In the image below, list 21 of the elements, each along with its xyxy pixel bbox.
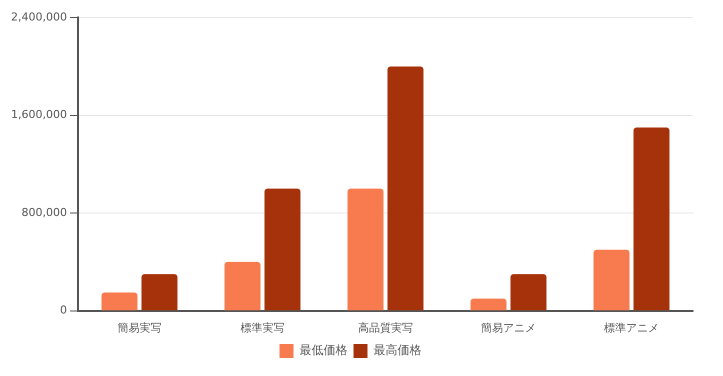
bar xyxy=(510,274,546,310)
x-tick-label: 簡易実写 xyxy=(117,321,162,334)
legend-label: 最高価格 xyxy=(374,343,422,358)
y-tick-label: 800,000 xyxy=(21,206,67,219)
bar xyxy=(470,298,506,310)
x-tick-label: 標準アニメ xyxy=(604,321,659,334)
y-tick-label: 0 xyxy=(60,304,67,317)
bar xyxy=(387,66,424,310)
bar xyxy=(264,188,300,310)
legend-label: 最低価格 xyxy=(300,343,348,358)
y-tick-label: 1,600,000 xyxy=(11,108,67,122)
y-tick-label: 2,400,000 xyxy=(11,10,67,24)
x-tick-label: 高品質実写 xyxy=(358,321,413,334)
bar xyxy=(224,262,260,310)
bar xyxy=(348,188,384,310)
bar xyxy=(141,274,178,310)
x-tick-label: 簡易アニメ xyxy=(480,321,536,334)
bar xyxy=(633,128,670,310)
bar xyxy=(102,292,138,310)
bar xyxy=(594,250,630,310)
x-tick-label: 標準実写 xyxy=(240,321,284,334)
